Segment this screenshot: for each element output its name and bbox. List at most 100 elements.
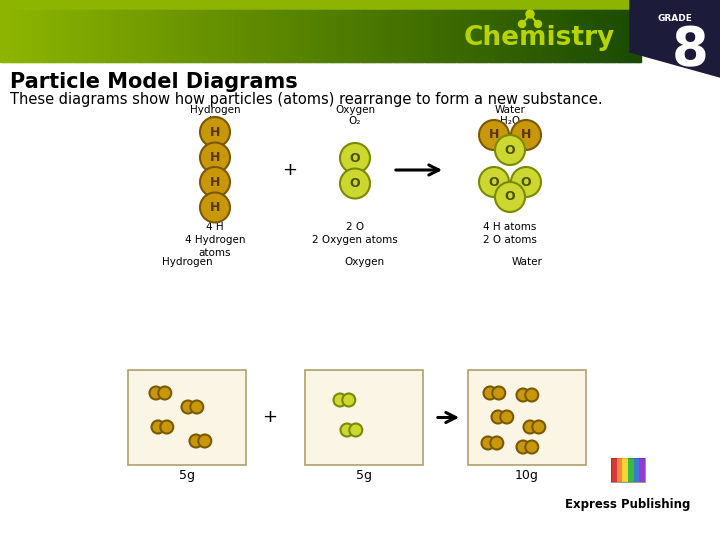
Text: Water: Water bbox=[512, 257, 542, 267]
Bar bbox=[15, 10, 18, 62]
Bar bbox=[102, 10, 106, 62]
Bar bbox=[192, 10, 195, 62]
Bar bbox=[81, 10, 84, 62]
Bar bbox=[441, 10, 445, 62]
Bar bbox=[489, 10, 492, 62]
Bar bbox=[122, 10, 125, 62]
Bar bbox=[279, 10, 282, 62]
Bar bbox=[585, 10, 588, 62]
Bar bbox=[634, 10, 636, 62]
Bar bbox=[478, 10, 481, 62]
Bar bbox=[333, 10, 336, 62]
Bar bbox=[305, 370, 423, 465]
Bar bbox=[277, 10, 281, 62]
Bar bbox=[42, 10, 46, 62]
Bar bbox=[548, 10, 552, 62]
Circle shape bbox=[349, 423, 362, 436]
Bar bbox=[222, 10, 225, 62]
Bar bbox=[456, 10, 459, 62]
Circle shape bbox=[490, 436, 503, 449]
Bar bbox=[13, 10, 16, 62]
Bar bbox=[294, 10, 297, 62]
Bar bbox=[444, 10, 447, 62]
Bar bbox=[305, 10, 308, 62]
Bar bbox=[550, 10, 554, 62]
Bar bbox=[399, 10, 402, 62]
Bar bbox=[429, 10, 432, 62]
Circle shape bbox=[200, 167, 230, 197]
Bar bbox=[130, 10, 133, 62]
Bar bbox=[382, 10, 385, 62]
Bar bbox=[628, 458, 634, 482]
Bar bbox=[79, 10, 82, 62]
Bar bbox=[372, 10, 374, 62]
Circle shape bbox=[492, 410, 505, 423]
Bar bbox=[469, 10, 472, 62]
Bar bbox=[616, 10, 620, 62]
Bar bbox=[68, 10, 71, 62]
Bar bbox=[480, 10, 483, 62]
Bar bbox=[618, 10, 622, 62]
Bar bbox=[414, 10, 417, 62]
Bar bbox=[580, 10, 583, 62]
Bar bbox=[164, 10, 167, 62]
Bar bbox=[2, 10, 5, 62]
Bar bbox=[143, 10, 146, 62]
Text: O: O bbox=[505, 191, 516, 204]
Bar bbox=[503, 10, 507, 62]
Bar bbox=[104, 10, 108, 62]
Bar bbox=[410, 10, 413, 62]
Bar bbox=[213, 10, 217, 62]
Bar bbox=[602, 10, 605, 62]
Bar bbox=[390, 10, 394, 62]
Bar bbox=[246, 10, 248, 62]
Text: 5g: 5g bbox=[356, 469, 372, 482]
Text: O: O bbox=[489, 176, 499, 188]
Text: H: H bbox=[489, 129, 499, 141]
Bar bbox=[147, 10, 150, 62]
Bar bbox=[266, 10, 270, 62]
Circle shape bbox=[342, 394, 355, 407]
Bar bbox=[233, 10, 235, 62]
Bar bbox=[420, 10, 423, 62]
Bar bbox=[418, 10, 421, 62]
Bar bbox=[439, 10, 443, 62]
Bar bbox=[354, 10, 357, 62]
Bar bbox=[204, 10, 208, 62]
Bar bbox=[168, 10, 171, 62]
Circle shape bbox=[189, 435, 202, 448]
Bar bbox=[495, 10, 498, 62]
Bar bbox=[437, 10, 441, 62]
Bar bbox=[542, 10, 545, 62]
Bar bbox=[207, 10, 210, 62]
Bar bbox=[627, 10, 630, 62]
Bar bbox=[638, 10, 641, 62]
Bar bbox=[326, 10, 330, 62]
Bar bbox=[574, 10, 577, 62]
Bar bbox=[17, 10, 20, 62]
Bar bbox=[459, 10, 462, 62]
Bar bbox=[521, 10, 523, 62]
Bar bbox=[199, 10, 202, 62]
Text: +: + bbox=[282, 161, 297, 179]
Bar bbox=[190, 10, 193, 62]
Bar bbox=[623, 10, 626, 62]
Bar bbox=[202, 10, 206, 62]
Bar bbox=[346, 10, 348, 62]
Bar bbox=[135, 10, 138, 62]
Bar bbox=[433, 10, 436, 62]
Bar bbox=[290, 10, 293, 62]
Bar bbox=[631, 10, 634, 62]
Bar bbox=[492, 10, 496, 62]
Bar bbox=[220, 10, 223, 62]
Text: 8: 8 bbox=[672, 24, 708, 76]
Bar bbox=[559, 10, 562, 62]
Bar bbox=[465, 10, 468, 62]
Circle shape bbox=[340, 168, 370, 199]
Bar bbox=[237, 10, 240, 62]
Bar bbox=[610, 10, 613, 62]
Bar bbox=[510, 10, 513, 62]
Bar bbox=[482, 10, 485, 62]
Bar bbox=[175, 10, 178, 62]
Bar bbox=[446, 10, 449, 62]
